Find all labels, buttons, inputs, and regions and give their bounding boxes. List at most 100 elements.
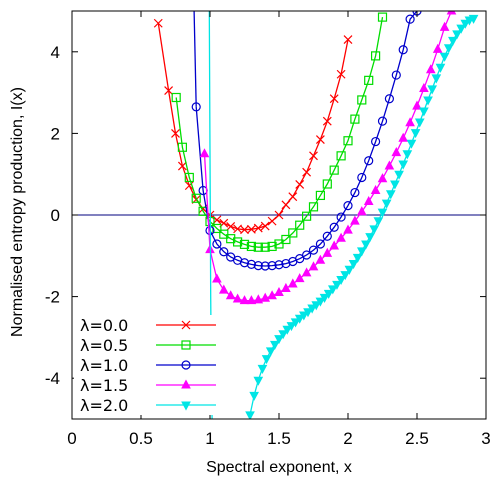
- data-point: [267, 241, 277, 252]
- x-tick-label: 1: [205, 429, 214, 448]
- x-tick-label: 3: [481, 429, 490, 448]
- legend-marker: [181, 340, 191, 350]
- data-point: [329, 165, 339, 175]
- data-point: [443, 44, 454, 54]
- data-point: [315, 297, 326, 307]
- plot-area: [72, 11, 486, 419]
- data-point: [391, 70, 401, 80]
- data-point: [257, 364, 268, 374]
- data-point: [311, 301, 322, 311]
- y-axis-title: Normalised entropy production, I(x): [9, 87, 26, 337]
- data-point: [253, 223, 263, 233]
- data-point: [343, 201, 353, 211]
- data-point: [350, 187, 360, 198]
- data-point: [412, 100, 422, 110]
- x-tick-label: 0: [67, 429, 76, 448]
- data-point: [245, 411, 255, 419]
- data-point: [164, 86, 174, 95]
- data-point: [332, 280, 342, 290]
- data-point: [322, 179, 332, 189]
- data-point: [350, 215, 360, 225]
- data-point: [184, 181, 194, 191]
- data-point: [260, 242, 270, 252]
- data-point: [294, 314, 305, 324]
- series-line-4: [249, 17, 474, 416]
- data-point: [295, 254, 305, 264]
- legend: λ=0.0λ=0.5λ=1.0λ=1.5λ=2.0: [74, 315, 224, 415]
- data-point: [212, 273, 222, 283]
- data-point: [212, 239, 222, 249]
- series-line-2: [195, 11, 418, 267]
- data-point: [344, 265, 355, 275]
- data-point: [343, 136, 353, 146]
- data-point: [357, 95, 367, 105]
- data-point: [308, 245, 319, 255]
- data-point: [356, 206, 367, 216]
- data-point: [329, 240, 340, 250]
- data-point: [232, 293, 243, 303]
- legend-label: λ=2.0: [80, 396, 128, 415]
- data-point: [177, 142, 187, 152]
- legend-label: λ=1.5: [80, 376, 128, 395]
- data-point: [299, 311, 309, 321]
- data-point: [288, 192, 298, 202]
- data-point: [377, 208, 388, 218]
- data-point: [448, 36, 458, 46]
- data-point: [329, 222, 339, 232]
- data-point: [302, 211, 312, 221]
- series-line-3: [203, 11, 453, 302]
- data-point: [301, 267, 312, 277]
- y-tick-label: -2: [45, 288, 60, 307]
- data-point: [363, 195, 374, 206]
- data-point: [315, 254, 326, 264]
- x-tick-label: 1.5: [267, 429, 291, 448]
- data-point: [302, 250, 312, 260]
- series-4: [245, 14, 479, 419]
- data-point: [286, 322, 297, 332]
- data-point: [246, 241, 256, 252]
- data-point: [274, 260, 284, 270]
- data-point: [431, 74, 442, 84]
- data-point: [390, 180, 400, 190]
- data-point: [278, 330, 288, 340]
- data-point: [322, 247, 333, 257]
- data-point: [315, 190, 325, 201]
- x-tick-label: 2: [343, 429, 352, 448]
- data-point: [377, 12, 388, 22]
- data-point: [307, 304, 317, 314]
- data-point: [373, 217, 384, 227]
- data-point: [322, 231, 332, 241]
- data-point: [352, 253, 363, 263]
- data-point: [371, 136, 381, 147]
- data-point: [432, 43, 443, 53]
- data-point: [239, 239, 250, 249]
- legend-label: λ=0.0: [80, 316, 128, 335]
- legend-label: λ=0.5: [80, 336, 128, 355]
- data-point: [253, 376, 264, 386]
- data-point: [308, 261, 319, 271]
- data-point: [287, 278, 298, 288]
- data-point: [274, 210, 284, 220]
- data-point: [261, 355, 272, 365]
- data-point: [425, 64, 436, 74]
- data-point: [460, 19, 471, 29]
- data-point: [267, 290, 277, 300]
- data-point: [319, 293, 330, 303]
- data-point: [225, 290, 236, 300]
- x-tick-label: 0.5: [129, 429, 153, 448]
- data-point: [260, 292, 271, 302]
- data-point: [377, 116, 388, 126]
- data-point: [233, 237, 243, 247]
- data-point: [303, 308, 313, 318]
- data-point: [315, 135, 325, 144]
- data-point: [219, 247, 229, 257]
- data-point: [414, 118, 425, 128]
- data-point: [274, 335, 284, 345]
- data-point: [153, 18, 163, 28]
- plot-inner: [72, 11, 486, 419]
- data-point: [177, 161, 187, 171]
- data-point: [377, 173, 388, 183]
- data-point: [302, 167, 312, 177]
- data-point: [364, 156, 374, 166]
- data-point: [468, 14, 479, 24]
